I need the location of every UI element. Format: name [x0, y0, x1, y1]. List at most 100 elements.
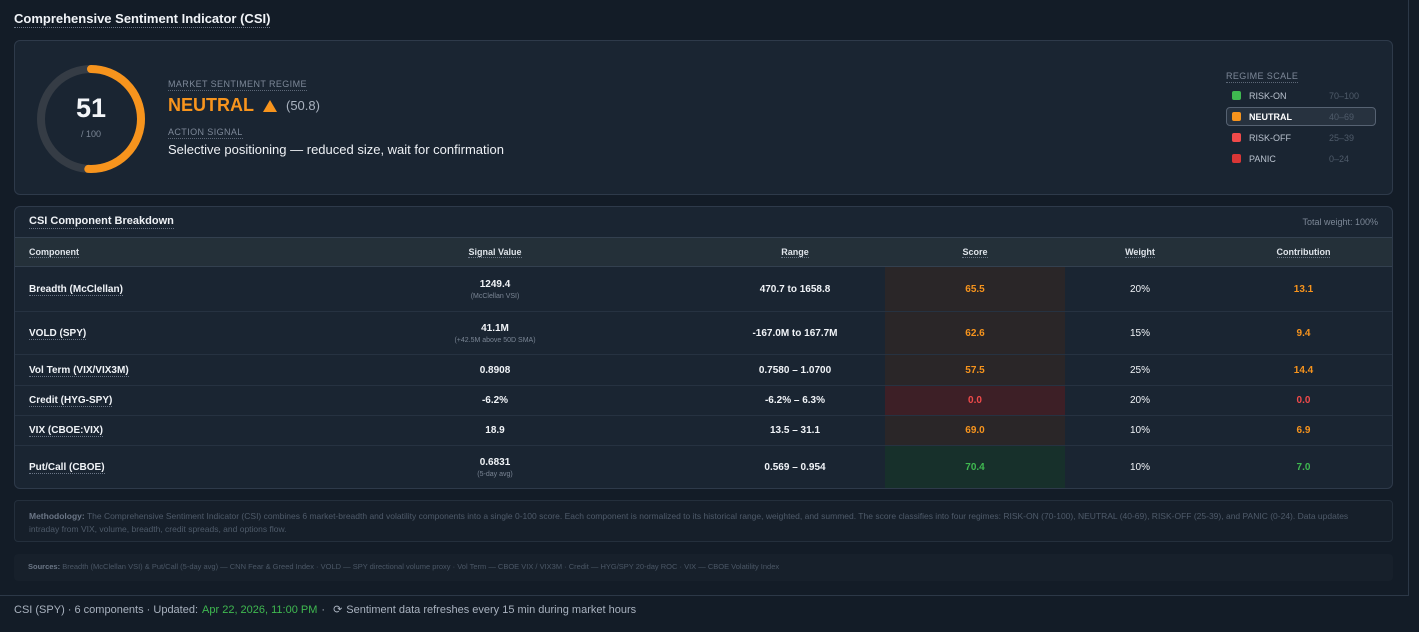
- score-value: 51: [75, 93, 107, 123]
- breakdown-table: Component Signal Value Range Score Weigh…: [15, 237, 1392, 488]
- methodology-text: The Comprehensive Sentiment Indicator (C…: [29, 511, 1349, 534]
- triangle-up-icon: [263, 99, 277, 112]
- signal-value: -6.2%: [285, 385, 705, 416]
- gauge-fill: [37, 65, 145, 173]
- regime-color-swatch: [1232, 91, 1241, 100]
- regime-color-swatch: [1232, 112, 1241, 121]
- column-header-score[interactable]: Score: [885, 237, 1065, 267]
- component-name: Credit (HYG-SPY): [15, 385, 285, 416]
- contribution-value: 6.9: [1215, 415, 1392, 446]
- table-header-row: Component Signal Value Range Score Weigh…: [15, 237, 1392, 267]
- weight-value: 20%: [1065, 385, 1215, 416]
- sources-text: Breadth (McClellan VSI) & Put/Call (5-da…: [62, 562, 780, 571]
- sources-note: Sources: Breadth (McClellan VSI) & Put/C…: [14, 554, 1393, 581]
- contribution-value: 9.4: [1215, 311, 1392, 355]
- score-cell: 69.0: [885, 415, 1065, 446]
- score-cell: 62.6: [885, 311, 1065, 355]
- total-weight: Total weight: 100%: [1302, 217, 1378, 227]
- status-footer: CSI (SPY) · 6 components · Updated: Apr …: [14, 603, 637, 617]
- component-name: VOLD (SPY): [15, 311, 285, 355]
- contribution-value: 0.0: [1215, 385, 1392, 416]
- action-label: ACTION SIGNAL: [168, 127, 243, 139]
- signal-value: 41.1M (+42.5M above 50D SMA): [285, 311, 705, 355]
- right-divider: [1408, 0, 1409, 595]
- updated-timestamp: Apr 22, 2026, 11:00 PM: [202, 603, 318, 616]
- signal-value: 1249.4 (McClellan VSI): [285, 266, 705, 312]
- sentiment-summary-card: 51 / 100 MARKET SENTIMENT REGIME NEUTRAL…: [14, 40, 1393, 195]
- regime-scale-name: NEUTRAL: [1249, 111, 1292, 122]
- sources-label: Sources:: [28, 562, 61, 571]
- table-row: VOLD (SPY) 41.1M (+42.5M above 50D SMA) -16…: [15, 311, 1392, 355]
- weight-value: 25%: [1065, 354, 1215, 386]
- contribution-value: 7.0: [1215, 445, 1392, 488]
- breakdown-title: CSI Component Breakdown: [29, 215, 174, 229]
- score-max: / 100: [80, 129, 102, 139]
- regime-scale-range: 70–100: [1329, 90, 1360, 101]
- range-value: 470.7 to 1658.8: [705, 266, 885, 312]
- regime-scale-name: PANIC: [1249, 153, 1276, 164]
- regime-scale-list: RISK-ON 70–100 NEUTRAL 40–69 RISK-OFF 25–39 PA…: [1226, 86, 1376, 170]
- refresh-note: Sentiment data refreshes every 15 min du…: [346, 603, 637, 616]
- table-row: VIX (CBOE:VIX) 18.9 13.5 – 31.1 69.0 10% 6.9: [15, 415, 1392, 446]
- table-row: Breadth (McClellan) 1249.4 (McClellan VSI)…: [15, 266, 1392, 312]
- signal-subtext: (5-day avg): [477, 470, 513, 478]
- footer-separator: ·: [321, 603, 326, 616]
- score-cell: 57.5: [885, 354, 1065, 386]
- component-breakdown-card: CSI Component Breakdown Total weight: 10…: [14, 206, 1393, 489]
- regime-color-swatch: [1232, 154, 1241, 163]
- signal-value: 0.6831 (5-day avg): [285, 445, 705, 488]
- regime-row: NEUTRAL (50.8): [168, 95, 320, 116]
- weight-value: 10%: [1065, 415, 1215, 446]
- component-name: Put/Call (CBOE): [15, 445, 285, 488]
- regime-scale-item: NEUTRAL 40–69: [1226, 107, 1376, 126]
- signal-value: 18.9: [285, 415, 705, 446]
- column-header-weight[interactable]: Weight: [1065, 237, 1215, 267]
- methodology-label: Methodology:: [29, 511, 85, 521]
- score-cell: 70.4: [885, 445, 1065, 488]
- weight-value: 20%: [1065, 266, 1215, 312]
- action-signal: Selective positioning — reduced size, wa…: [168, 142, 504, 157]
- regime-label: MARKET SENTIMENT REGIME: [168, 79, 307, 91]
- signal-subtext: (McClellan VSI): [470, 292, 520, 300]
- component-name: Vol Term (VIX/VIX3M): [15, 354, 285, 386]
- regime-scale-name: RISK-ON: [1249, 90, 1287, 101]
- regime-name: NEUTRAL: [168, 95, 254, 115]
- range-value: -6.2% – 6.3%: [705, 385, 885, 416]
- regime-scale-title: REGIME SCALE: [1226, 71, 1299, 83]
- column-header-signal[interactable]: Signal Value: [285, 237, 705, 267]
- regime-scale-name: RISK-OFF: [1249, 132, 1291, 143]
- refresh-icon: ⟳: [333, 604, 343, 616]
- regime-scale-item: PANIC 0–24: [1226, 149, 1376, 168]
- table-row: Put/Call (CBOE) 0.6831 (5-day avg) 0.569 – …: [15, 445, 1392, 488]
- contribution-value: 13.1: [1215, 266, 1392, 312]
- methodology-note: Methodology: The Comprehensive Sentiment…: [14, 500, 1393, 542]
- regime-scale-range: 40–69: [1329, 111, 1355, 122]
- weight-value: 10%: [1065, 445, 1215, 488]
- regime-scale-item: RISK-OFF 25–39: [1226, 128, 1376, 147]
- page-title: Comprehensive Sentiment Indicator (CSI): [14, 11, 271, 28]
- table-row: Credit (HYG-SPY) -6.2% -6.2% – 6.3% 0.0 20% 0…: [15, 385, 1392, 416]
- range-value: -167.0M to 167.7M: [705, 311, 885, 355]
- weight-value: 15%: [1065, 311, 1215, 355]
- range-value: 0.569 – 0.954: [705, 445, 885, 488]
- regime-value: (50.8): [286, 98, 320, 113]
- regime-scale-range: 25–39: [1329, 132, 1355, 143]
- range-value: 13.5 – 31.1: [705, 415, 885, 446]
- range-value: 0.7580 – 1.0700: [705, 354, 885, 386]
- score-cell: 0.0: [885, 385, 1065, 416]
- score-gauge: [37, 65, 145, 173]
- footer-divider: [0, 595, 1409, 596]
- regime-scale-range: 0–24: [1329, 153, 1350, 164]
- regime-scale-item: RISK-ON 70–100: [1226, 86, 1376, 105]
- column-header-contribution[interactable]: Contribution: [1215, 237, 1392, 267]
- table-row: Vol Term (VIX/VIX3M) 0.8908 0.7580 – 1.070…: [15, 354, 1392, 386]
- column-header-range[interactable]: Range: [705, 237, 885, 267]
- footer-summary: CSI (SPY) · 6 components · Updated:: [14, 603, 199, 616]
- column-header-component[interactable]: Component: [15, 237, 285, 267]
- component-name: VIX (CBOE:VIX): [15, 415, 285, 446]
- regime-color-swatch: [1232, 133, 1241, 142]
- score-cell: 65.5: [885, 266, 1065, 312]
- signal-value: 0.8908: [285, 354, 705, 386]
- contribution-value: 14.4: [1215, 354, 1392, 386]
- signal-subtext: (+42.5M above 50D SMA): [454, 336, 536, 344]
